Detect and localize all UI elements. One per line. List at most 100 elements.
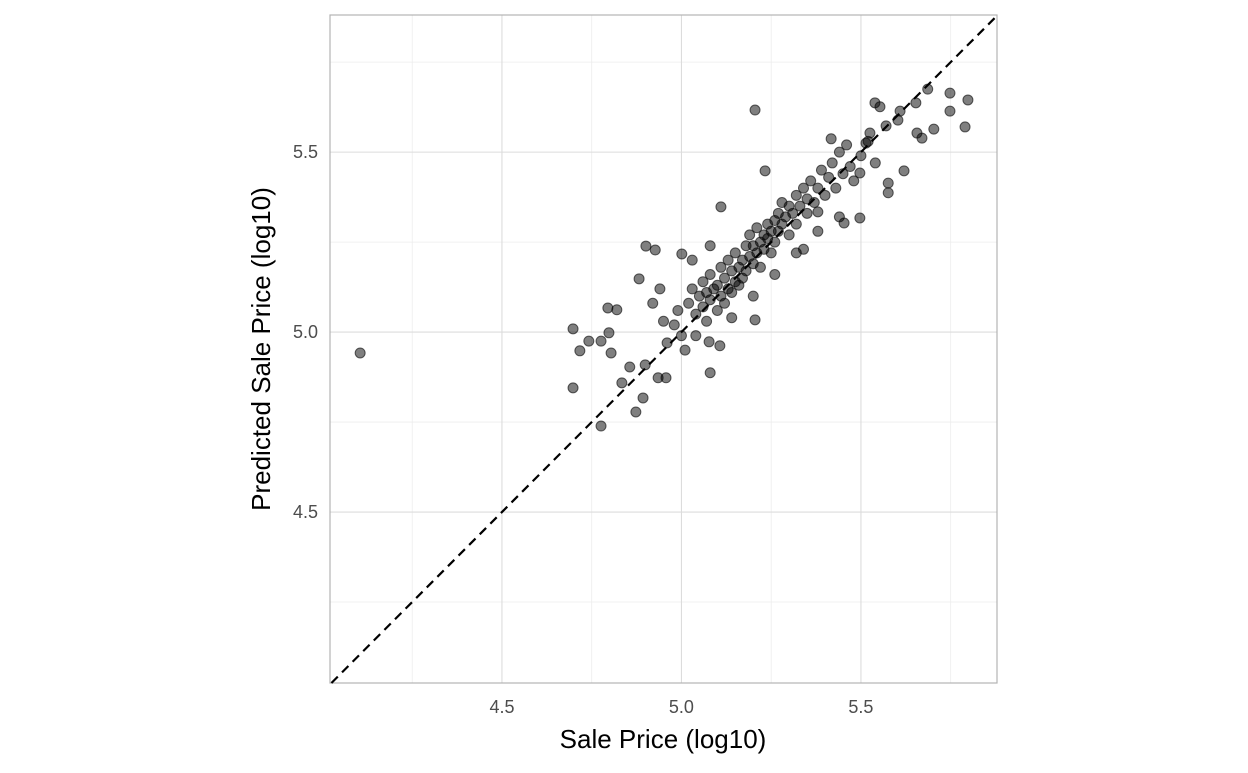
point (783, 229, 795, 241)
point (944, 87, 956, 99)
point (798, 182, 810, 194)
point (819, 189, 831, 201)
point (679, 344, 691, 356)
x-tick-label: 5.5 (848, 697, 873, 717)
point (711, 304, 723, 316)
point (911, 127, 923, 139)
point (790, 189, 802, 201)
panel-border (329, 14, 998, 684)
point (719, 272, 731, 284)
point (826, 157, 838, 169)
point (704, 240, 716, 252)
point (962, 94, 974, 106)
point (719, 297, 731, 309)
point (959, 121, 971, 133)
point (794, 200, 806, 212)
x-axis-title: Sale Price (log10) (560, 724, 767, 754)
point (825, 133, 837, 145)
point (854, 167, 866, 179)
point (583, 335, 595, 347)
point (833, 146, 845, 158)
point (848, 175, 860, 187)
point (722, 254, 734, 266)
point (633, 273, 645, 285)
point (749, 314, 761, 326)
point (754, 261, 766, 273)
point (769, 268, 781, 280)
point (603, 327, 615, 339)
point (354, 347, 366, 359)
point (686, 283, 698, 295)
point (815, 164, 827, 176)
point (787, 207, 799, 219)
point (602, 302, 614, 314)
reference-line (330, 14, 998, 684)
point (574, 345, 586, 357)
point (910, 97, 922, 109)
y-tick-label: 5.5 (293, 142, 318, 162)
point (749, 104, 761, 116)
point (676, 248, 688, 260)
point (704, 268, 716, 280)
point (830, 182, 842, 194)
point (744, 229, 756, 241)
point (812, 182, 824, 194)
point (715, 261, 727, 273)
point (616, 377, 628, 389)
point (898, 165, 910, 177)
point (726, 312, 738, 324)
point (862, 135, 874, 147)
point (668, 319, 680, 331)
point (605, 347, 617, 359)
point (874, 101, 886, 113)
point (630, 406, 642, 418)
point (759, 165, 771, 177)
point (812, 225, 824, 237)
point (647, 297, 659, 309)
point (567, 382, 579, 394)
point (869, 157, 881, 169)
point (711, 279, 723, 291)
point (654, 283, 666, 295)
point (567, 323, 579, 335)
point (798, 243, 810, 255)
point (928, 123, 940, 135)
point (747, 290, 759, 302)
y-axis-title: Predicted Sale Price (log10) (246, 187, 276, 511)
point (690, 330, 702, 342)
point (701, 315, 713, 327)
point (658, 315, 669, 327)
point (649, 244, 661, 256)
point (672, 304, 684, 316)
point (823, 171, 835, 183)
point (812, 206, 824, 218)
point (882, 177, 894, 189)
point (686, 254, 698, 266)
point (855, 150, 867, 162)
x-tick-label: 5.0 (669, 697, 694, 717)
point (751, 222, 763, 234)
point (595, 420, 607, 432)
y-tick-label: 4.5 (293, 502, 318, 522)
point (639, 359, 651, 371)
y-tick-label: 5.0 (293, 322, 318, 342)
point (697, 276, 709, 288)
point (595, 335, 607, 347)
point (729, 247, 741, 259)
point (894, 105, 906, 117)
point (715, 201, 727, 213)
point (624, 361, 636, 373)
point (704, 367, 716, 379)
point (882, 187, 894, 199)
point (844, 161, 856, 173)
point (726, 286, 738, 298)
point (765, 247, 777, 259)
point (703, 336, 715, 348)
point (801, 207, 813, 219)
x-tick-label: 4.5 (489, 697, 514, 717)
point (714, 340, 726, 352)
point (944, 105, 956, 117)
point (805, 175, 817, 187)
point (854, 212, 866, 224)
